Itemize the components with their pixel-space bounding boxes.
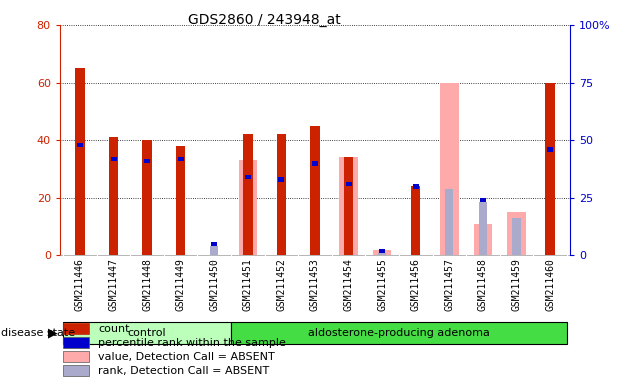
Text: aldosterone-producing adenoma: aldosterone-producing adenoma	[308, 328, 490, 338]
Bar	[411, 186, 420, 255]
Bar	[278, 177, 285, 182]
Text: GSM211457: GSM211457	[444, 258, 454, 311]
Bar	[110, 157, 117, 161]
Text: GSM211449: GSM211449	[176, 258, 186, 311]
Bar	[546, 83, 554, 255]
Text: control: control	[128, 328, 166, 338]
Bar	[340, 157, 358, 255]
Bar	[63, 338, 89, 348]
Bar	[144, 159, 150, 163]
Text: disease state: disease state	[1, 328, 75, 338]
Text: GSM211459: GSM211459	[512, 258, 522, 311]
Bar	[445, 189, 454, 255]
Bar	[474, 223, 492, 255]
Bar	[63, 366, 89, 376]
Text: ▶: ▶	[47, 327, 57, 339]
Text: GSM211456: GSM211456	[411, 258, 421, 311]
Text: value, Detection Call = ABSENT: value, Detection Call = ABSENT	[98, 352, 275, 362]
Text: GDS2860 / 243948_at: GDS2860 / 243948_at	[188, 13, 341, 27]
Bar	[211, 242, 217, 246]
Bar	[231, 322, 567, 344]
Bar	[63, 351, 89, 362]
Bar	[109, 137, 118, 255]
Bar	[77, 143, 83, 147]
Bar	[379, 249, 385, 253]
Bar	[512, 218, 520, 255]
Bar	[507, 212, 525, 255]
Bar	[239, 161, 257, 255]
Text: GSM211455: GSM211455	[377, 258, 387, 311]
Text: GSM211451: GSM211451	[243, 258, 253, 311]
Bar	[277, 134, 286, 255]
Bar	[479, 202, 487, 255]
Text: rank, Detection Call = ABSENT: rank, Detection Call = ABSENT	[98, 366, 270, 376]
Text: percentile rank within the sample: percentile rank within the sample	[98, 338, 286, 348]
Bar	[311, 126, 319, 255]
Bar	[178, 157, 184, 161]
Text: GSM211448: GSM211448	[142, 258, 152, 311]
Text: GSM211460: GSM211460	[545, 258, 555, 311]
Text: GSM211446: GSM211446	[75, 258, 85, 311]
Bar	[440, 83, 459, 255]
Text: GSM211452: GSM211452	[277, 258, 287, 311]
Text: GSM211454: GSM211454	[343, 258, 353, 311]
Bar	[245, 175, 251, 179]
Bar	[373, 250, 391, 255]
Bar	[378, 253, 386, 255]
Bar	[312, 161, 318, 166]
Text: GSM211453: GSM211453	[310, 258, 320, 311]
Text: GSM211447: GSM211447	[108, 258, 118, 311]
Text: GSM211458: GSM211458	[478, 258, 488, 311]
Bar	[176, 146, 185, 255]
Bar	[63, 323, 89, 334]
Bar	[344, 157, 353, 255]
Bar	[243, 134, 253, 255]
Text: count: count	[98, 324, 130, 334]
Bar	[547, 147, 553, 152]
Bar	[210, 246, 219, 255]
Bar	[413, 184, 419, 189]
Bar	[345, 182, 352, 186]
Bar	[480, 198, 486, 202]
Bar	[142, 140, 152, 255]
Bar	[63, 322, 231, 344]
Text: GSM211450: GSM211450	[209, 258, 219, 311]
Bar	[76, 68, 84, 255]
